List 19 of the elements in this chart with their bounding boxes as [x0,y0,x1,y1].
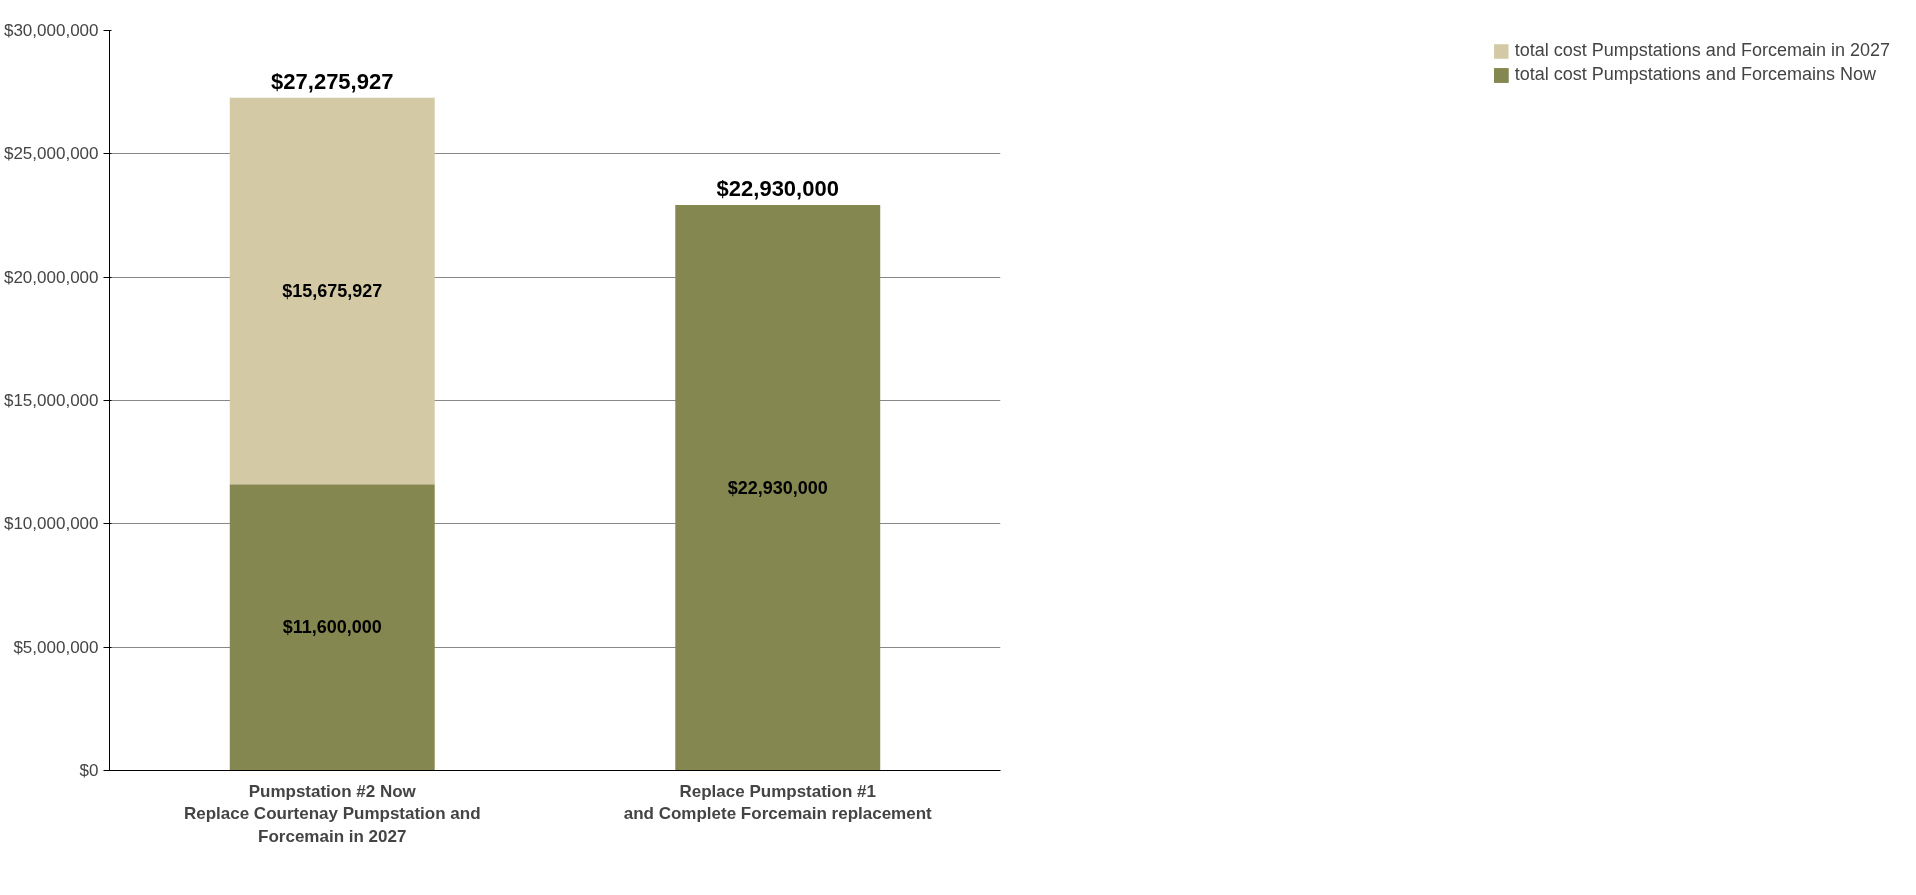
text: $15,675,927 [282,281,383,302]
bar [229,484,435,771]
total-label: $27,275,927 [271,68,394,94]
text: $22,930,000 [727,477,828,498]
legend-label: total cost Pumpstations and Forcemain in 2027 [1514,40,1890,61]
legend-label: total cost Pumpstations and Forcemains Now [1514,64,1876,85]
bar [229,97,435,485]
y-tick-label: $5,000,000 [13,637,99,657]
y-tick-label: $30,000,000 [3,21,99,40]
y-tick-label: $20,000,000 [3,267,99,287]
text: $11,600,000 [282,617,382,638]
y-tick-label: $25,000,000 [3,144,99,164]
x-tick-label: Replace Pumpstation #1 and Complete Forcemain replacement [623,781,933,824]
y-tick-label: $0 [79,761,99,780]
total-label: $22,930,000 [716,175,839,201]
y-tick-label: $15,000,000 [3,391,99,410]
bar [675,204,881,771]
x-tick-label: Pumpstation #2 Now Replace Courtenay Pumpstation and Forcemain in 2027 [183,781,481,847]
y-tick-label: $10,000,000 [3,514,99,534]
